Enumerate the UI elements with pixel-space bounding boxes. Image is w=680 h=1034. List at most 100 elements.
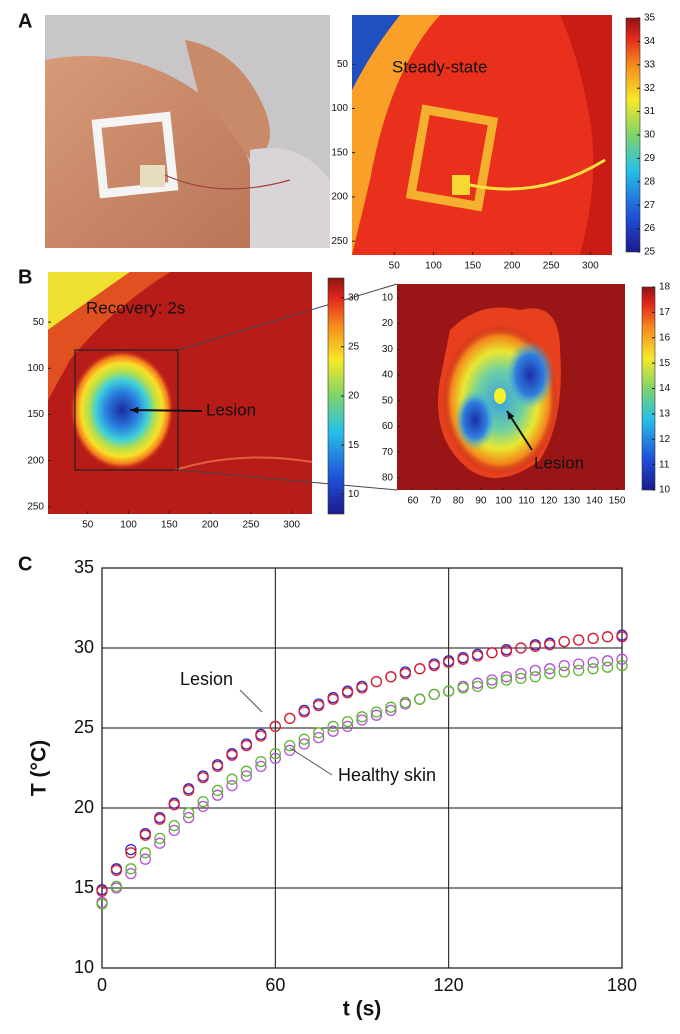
panel-label: A bbox=[18, 10, 32, 32]
data-point bbox=[544, 663, 556, 675]
data-point bbox=[457, 682, 469, 694]
x-tick-label: 150 bbox=[464, 261, 481, 272]
x-tick-label: 100 bbox=[120, 520, 137, 531]
data-point bbox=[486, 674, 498, 686]
data-point bbox=[515, 672, 527, 685]
data-point bbox=[168, 819, 180, 832]
y-tick-label: 40 bbox=[382, 370, 394, 381]
x-tick-label: 110 bbox=[518, 496, 534, 507]
data-point bbox=[96, 898, 108, 910]
data-point bbox=[327, 725, 339, 737]
panel-label: B bbox=[18, 266, 32, 288]
data-point bbox=[284, 744, 296, 757]
colorbar-tick-label: 15 bbox=[348, 440, 360, 451]
colorbar-tick-label: 29 bbox=[644, 153, 656, 164]
x-tick-label: 70 bbox=[430, 496, 442, 507]
data-point bbox=[269, 752, 281, 765]
x-axis-label: t (s) bbox=[343, 998, 382, 1021]
x-tick-label: 150 bbox=[161, 520, 178, 531]
y-tick-label: 100 bbox=[27, 363, 44, 374]
x-tick-label: 300 bbox=[283, 520, 300, 531]
data-point bbox=[486, 677, 498, 689]
data-point bbox=[544, 667, 556, 680]
x-tick-label: 60 bbox=[407, 496, 419, 507]
colorbar-tick-label: 26 bbox=[644, 223, 656, 234]
data-point bbox=[601, 655, 614, 667]
colorbar-tick-label: 16 bbox=[659, 332, 671, 343]
colorbar-tick-label: 15 bbox=[659, 358, 671, 369]
y-tick-label: 50 bbox=[382, 395, 394, 406]
data-point bbox=[240, 770, 253, 782]
annotation-line bbox=[289, 747, 333, 776]
data-point bbox=[341, 687, 354, 699]
arrow-head bbox=[130, 406, 139, 414]
data-point bbox=[125, 847, 137, 859]
data-point bbox=[500, 671, 513, 683]
data-point bbox=[428, 688, 440, 701]
thermal-image bbox=[352, 15, 612, 255]
data-point bbox=[529, 671, 541, 683]
data-point bbox=[356, 711, 368, 723]
data-point bbox=[399, 696, 411, 709]
data-point bbox=[471, 677, 484, 689]
x-tick-label: 180 bbox=[607, 975, 637, 995]
data-point bbox=[211, 789, 224, 801]
y-tick-label: 10 bbox=[382, 293, 394, 304]
x-tick-label: 50 bbox=[389, 261, 401, 272]
data-point bbox=[240, 765, 253, 777]
data-point bbox=[385, 671, 397, 683]
thermal-image bbox=[48, 272, 313, 514]
data-point bbox=[601, 631, 614, 643]
data-point bbox=[110, 864, 123, 877]
panel-label: C bbox=[18, 553, 32, 575]
x-tick-label: 0 bbox=[97, 975, 107, 995]
data-point bbox=[529, 664, 541, 677]
colorbar-tick-label: 10 bbox=[348, 489, 360, 500]
data-point bbox=[486, 647, 498, 659]
data-point bbox=[154, 837, 166, 849]
data-point bbox=[96, 885, 108, 897]
data-point bbox=[414, 693, 426, 705]
data-point bbox=[183, 807, 195, 819]
colorbar-tick-label: 13 bbox=[659, 409, 671, 420]
y-tick-label: 80 bbox=[382, 473, 394, 484]
y-tick-label: 200 bbox=[27, 455, 44, 466]
data-point bbox=[211, 760, 224, 773]
annotation: Lesion bbox=[180, 669, 233, 689]
colorbar-tick-label: 11 bbox=[659, 459, 670, 470]
colorbar-tick-label: 35 bbox=[644, 13, 656, 24]
data-point bbox=[327, 720, 339, 733]
data-point bbox=[269, 747, 281, 760]
data-point bbox=[587, 632, 599, 645]
data-point bbox=[197, 795, 209, 808]
data-point bbox=[183, 784, 195, 797]
data-point bbox=[515, 667, 527, 680]
data-point bbox=[298, 738, 310, 750]
y-tick-label: 60 bbox=[382, 421, 394, 432]
data-point bbox=[255, 755, 267, 768]
colorbar-tick-label: 30 bbox=[348, 292, 360, 303]
data-point bbox=[226, 779, 238, 792]
data-point bbox=[443, 685, 455, 697]
x-tick-label: 250 bbox=[543, 261, 560, 272]
data-point bbox=[616, 659, 628, 672]
data-point bbox=[428, 659, 440, 672]
y-tick-label: 250 bbox=[331, 236, 348, 247]
colorbar-tick-label: 28 bbox=[644, 176, 656, 187]
data-point bbox=[284, 712, 296, 725]
y-tick-label: 25 bbox=[74, 717, 94, 737]
data-point bbox=[197, 800, 209, 813]
x-tick-label: 250 bbox=[243, 520, 260, 531]
data-point bbox=[601, 661, 614, 673]
data-point bbox=[587, 656, 599, 669]
y-tick-label: 50 bbox=[33, 317, 45, 328]
x-tick-label: 150 bbox=[609, 496, 626, 507]
data-point bbox=[269, 720, 281, 733]
data-point bbox=[414, 663, 426, 675]
data-point bbox=[544, 639, 556, 651]
y-tick-label: 50 bbox=[337, 59, 349, 70]
data-point bbox=[139, 847, 151, 859]
x-tick-label: 130 bbox=[563, 496, 580, 507]
y-tick-label: 35 bbox=[74, 557, 94, 577]
